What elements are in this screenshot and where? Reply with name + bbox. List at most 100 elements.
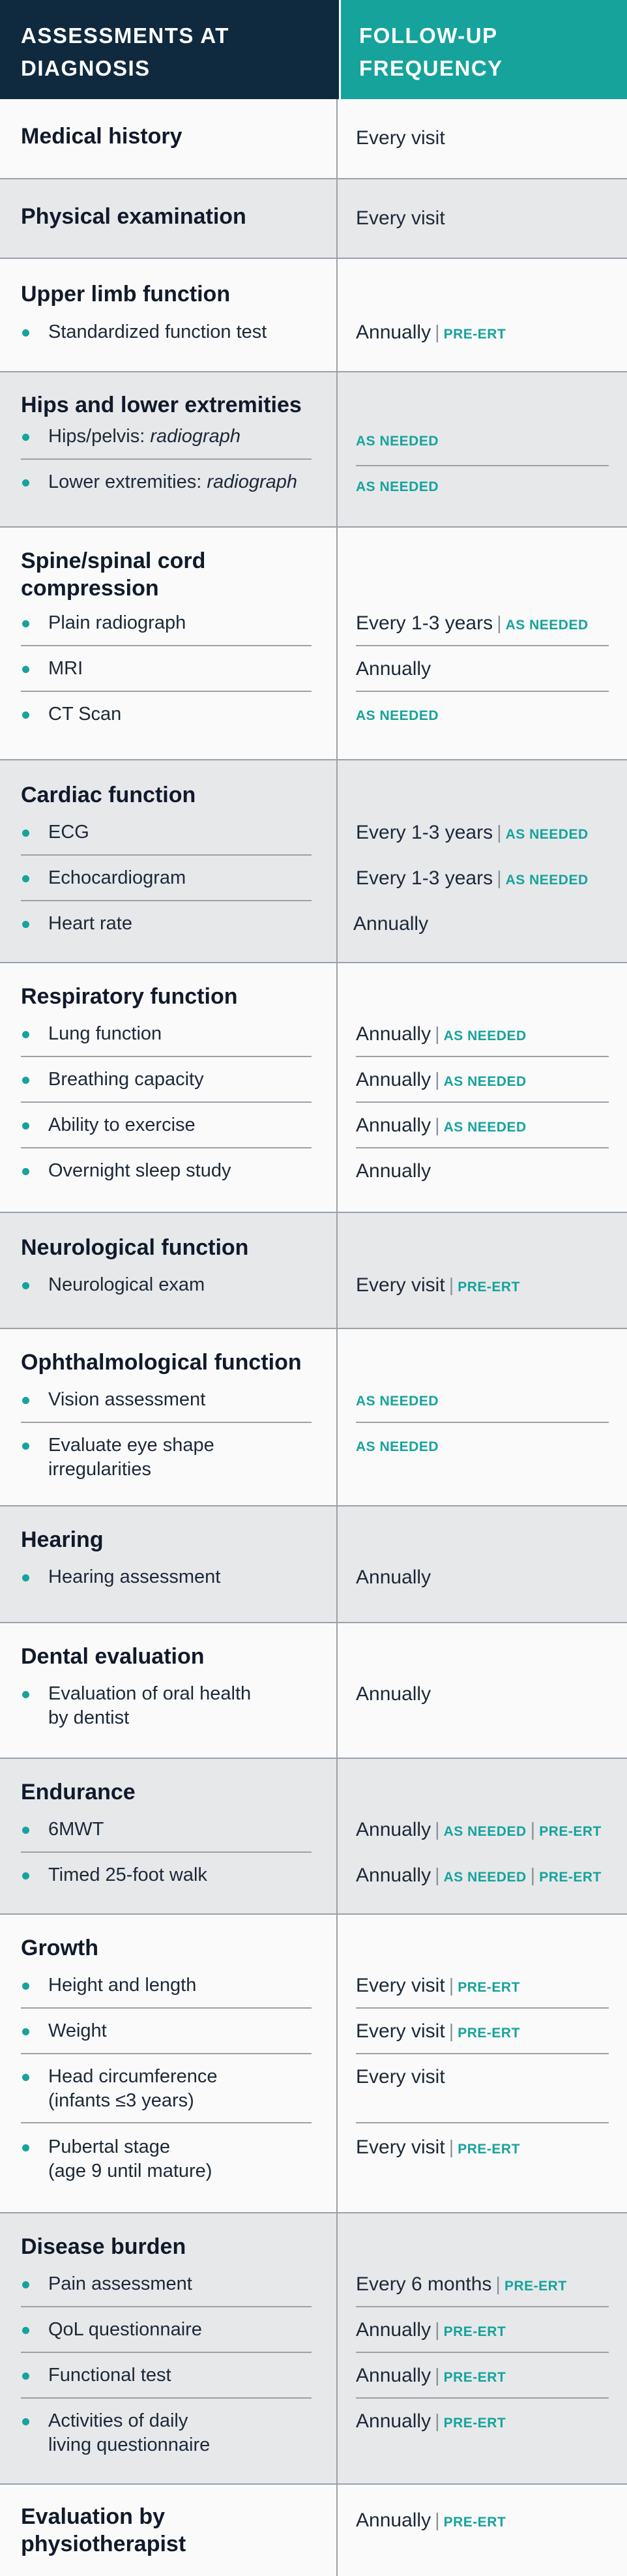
frequency-value: Annually xyxy=(356,2410,431,2432)
frequency-value: Every visit xyxy=(356,127,445,149)
pre-ert-tag: PRE-ERT xyxy=(443,2324,506,2339)
section-title: Neurological function xyxy=(21,1235,249,1260)
frequency-cell: Annually | PRE-ERT xyxy=(356,322,506,343)
list-item: Echocardiogram xyxy=(21,866,312,901)
bullet-icon xyxy=(22,434,29,441)
pre-ert-tag: PRE-ERT xyxy=(539,1824,602,1839)
item-label: 6MWT xyxy=(48,1819,104,1840)
section-title: Dental evaluation xyxy=(21,1644,205,1669)
frequency-cell: Annually xyxy=(353,912,609,936)
list-item: Functional test xyxy=(21,2363,312,2399)
item-label: Timed 25-foot walk xyxy=(48,1865,207,1885)
frequency-cell: Annually | AS NEEDED | PRE-ERT xyxy=(356,1865,602,1886)
section-medical-history: Medical history Every visit xyxy=(0,99,627,179)
as-needed-tag: AS NEEDED xyxy=(356,708,439,723)
list-item: Head circumference (infants ≤3 years) xyxy=(21,2065,312,2123)
frequency-value: Annually xyxy=(356,1115,431,1136)
section-title: Endurance xyxy=(21,1780,136,1805)
section-dental-evaluation: Dental evaluation Evaluation of oral hea… xyxy=(0,1623,627,1759)
bullet-icon xyxy=(22,666,29,673)
pre-ert-tag: PRE-ERT xyxy=(458,1980,520,1995)
frequency-cell: Annually | PRE-ERT xyxy=(356,2363,609,2399)
bullet-icon xyxy=(22,1872,29,1880)
frequency-cell: AS NEEDED xyxy=(356,1433,609,1459)
frequency-value: Every 1-3 years xyxy=(356,867,493,889)
list-item: Standardized function test xyxy=(21,320,267,344)
bullet-icon xyxy=(22,830,29,837)
item-label-line1: Evaluation of oral health xyxy=(48,1683,252,1704)
pre-ert-tag: PRE-ERT xyxy=(443,2370,506,2385)
frequency-cell: Every visit xyxy=(356,126,609,151)
section-growth: Growth Height and length Weight Head cir… xyxy=(0,1915,627,2213)
frequency-cell: AS NEEDED xyxy=(356,428,609,466)
list-item: Activities of daily living questionnaire xyxy=(21,2409,210,2457)
list-item: Weight xyxy=(21,2019,312,2054)
item-label: Weight xyxy=(48,2020,107,2041)
section-title: Hearing xyxy=(21,1527,104,1552)
bullet-icon xyxy=(22,329,29,337)
frequency-cell: Every visit xyxy=(356,206,609,231)
section-title: Ophthalmological function xyxy=(21,1350,302,1375)
frequency-cell: Annually xyxy=(356,1682,609,1707)
bullet-icon xyxy=(22,1983,29,1990)
table-header: ASSESSMENTS AT DIAGNOSIS FOLLOW-UP FREQU… xyxy=(0,0,627,99)
item-label-line2: by dentist xyxy=(48,1707,130,1728)
frequency-cell: Every 1-3 years | AS NEEDED xyxy=(356,822,589,843)
bullet-icon xyxy=(22,1168,29,1175)
list-item: Neurological exam xyxy=(21,1273,205,1297)
frequency-cell: Annually | AS NEEDED xyxy=(356,1113,609,1148)
frequency-cell: AS NEEDED xyxy=(356,1388,609,1423)
frequency-cell: Every visit | PRE-ERT xyxy=(356,2136,520,2158)
item-label: Breathing capacity xyxy=(48,1069,204,1090)
item-label: Echocardiogram xyxy=(48,867,186,888)
bullet-icon xyxy=(22,2144,29,2151)
item-label: Height and length xyxy=(48,1975,197,1996)
item-label-line1: Head circumference xyxy=(48,2066,218,2087)
section-title: Cardiac function xyxy=(21,783,196,807)
item-label-line1: Activities of daily xyxy=(48,2410,188,2431)
pre-ert-tag: PRE-ERT xyxy=(458,2026,520,2041)
frequency-cell: Every 6 months | PRE-ERT xyxy=(356,2272,609,2307)
list-item: CT Scan xyxy=(21,702,121,726)
pre-ert-tag: PRE-ERT xyxy=(458,1280,520,1295)
bullet-icon xyxy=(22,2281,29,2288)
bullet-icon xyxy=(22,1691,29,1698)
list-item: Pain assessment xyxy=(21,2272,312,2307)
as-needed-tag: AS NEEDED xyxy=(505,873,589,888)
section-spine-spinal-cord: Spine/spinal cord compression Plain radi… xyxy=(0,528,627,760)
section-evaluation-physiotherapist: Evaluation by physiotherapist Annually | P… xyxy=(0,2485,627,2576)
frequency-cell: Annually | AS NEEDED xyxy=(356,1068,609,1103)
bullet-icon xyxy=(22,620,29,627)
item-label-line2: (age 9 until mature) xyxy=(48,2161,212,2181)
frequency-value: Annually xyxy=(353,913,429,935)
frequency-value: Every visit xyxy=(356,207,445,229)
item-label: Standardized function test xyxy=(48,322,267,342)
bullet-icon xyxy=(22,2074,29,2081)
list-item: Vision assessment xyxy=(21,1388,312,1423)
section-title: Disease burden xyxy=(21,2234,186,2259)
item-label: Functional test xyxy=(48,2365,171,2386)
list-item: Evaluate eye shape irregularities xyxy=(21,1433,214,1482)
frequency-value: Every 6 months xyxy=(356,2273,492,2295)
frequency-cell: Annually xyxy=(356,1565,609,1590)
item-label: Overnight sleep study xyxy=(48,1160,231,1181)
as-needed-tag: AS NEEDED xyxy=(443,1028,527,1043)
frequency-value: Annually xyxy=(356,1566,431,1588)
frequency-value: Every visit xyxy=(356,2020,445,2042)
list-item: Breathing capacity xyxy=(21,1068,312,1103)
list-item: Height and length xyxy=(21,1973,312,2009)
section-endurance: Endurance 6MWT Timed 25-foot walk Annual… xyxy=(0,1759,627,1915)
frequency-cell: Annually | PRE-ERT xyxy=(356,2318,609,2353)
section-title: Growth xyxy=(21,1936,98,1960)
frequency-value: Annually xyxy=(356,1069,431,1090)
frequency-cell: Annually xyxy=(356,657,609,692)
item-label: Lower extremities: xyxy=(48,472,202,492)
item-label: Heart rate xyxy=(48,913,132,934)
section-physical-examination: Physical examination Every visit xyxy=(0,179,627,259)
header-right-line1: FOLLOW-UP xyxy=(359,23,498,48)
frequency-value: Annually xyxy=(356,1819,431,1840)
frequency-cell: Annually | AS NEEDED | PRE-ERT xyxy=(356,1819,602,1840)
frequency-cell: AS NEEDED xyxy=(356,473,609,499)
frequency-value: Annually xyxy=(356,2509,431,2531)
list-item: Hearing assessment xyxy=(21,1565,220,1589)
